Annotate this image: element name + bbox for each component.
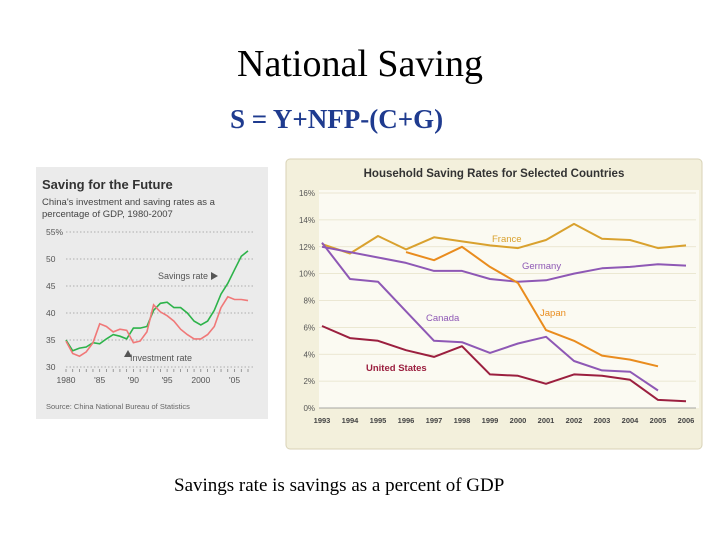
slide-title: National Saving xyxy=(237,43,483,85)
slide-caption: Savings rate is savings as a percent of … xyxy=(174,475,505,496)
chart2-x-tick: 2004 xyxy=(622,416,640,425)
chart1-y-tick: 35 xyxy=(46,335,56,345)
chart1-x-tick: 2000 xyxy=(191,375,210,385)
label-germany: Germany xyxy=(522,261,561,272)
chart2-x-tick: 2001 xyxy=(538,416,555,425)
chart1-y-tick: 30 xyxy=(46,362,56,372)
chart2-y-tick: 10% xyxy=(299,270,315,279)
label-japan: Japan xyxy=(540,308,566,319)
chart2-series-france xyxy=(321,222,687,255)
chart1-title: Saving for the Future xyxy=(42,177,173,192)
chart1-investment-annotation: Investment rate xyxy=(130,353,192,363)
chart2-series-germany xyxy=(321,245,687,283)
chart2-plot-area xyxy=(319,190,699,408)
chart1-series-investment-rate xyxy=(65,295,249,358)
chart1-subtitle-line1: China's investment and saving rates as a xyxy=(42,197,216,208)
chart2-y-tick: 8% xyxy=(303,297,315,306)
chart2-x-tick: 1994 xyxy=(342,416,360,425)
chart2-y-tick: 6% xyxy=(303,323,315,332)
chart1-series-savings-rate xyxy=(65,250,249,352)
chart1-y-tick: 55% xyxy=(46,227,63,237)
chart2-x-tick: 2006 xyxy=(678,416,695,425)
chart2-x-tick: 1993 xyxy=(314,416,331,425)
chart2-x-tick: 1996 xyxy=(398,416,415,425)
chart1-y-tick: 45 xyxy=(46,281,56,291)
label-united-states: United States xyxy=(366,363,427,374)
china-saving-chart: Saving for the Future China's investment… xyxy=(36,167,268,419)
chart2-title: Household Saving Rates for Selected Coun… xyxy=(364,168,625,180)
chart2-y-tick: 2% xyxy=(303,377,315,386)
chart1-source: Source: China National Bureau of Statist… xyxy=(46,402,190,411)
chart1-background xyxy=(36,167,268,419)
chart1-x-tick: '95 xyxy=(162,375,173,385)
investment-arrow-icon xyxy=(124,350,132,357)
savings-arrow-icon xyxy=(211,272,218,280)
household-saving-chart: Household Saving Rates for Selected Coun… xyxy=(285,158,703,450)
chart2-series-united-states xyxy=(321,325,687,403)
chart2-y-tick: 12% xyxy=(299,243,315,252)
chart2-x-tick: 2003 xyxy=(594,416,611,425)
label-france: France xyxy=(492,234,522,245)
chart2-x-tick: 2005 xyxy=(650,416,667,425)
chart1-y-tick: 40 xyxy=(46,308,56,318)
chart2-x-tick: 1999 xyxy=(482,416,499,425)
chart2-y-tick: 14% xyxy=(299,216,315,225)
chart1-x-tick: 1980 xyxy=(57,375,76,385)
chart2-x-tick: 1998 xyxy=(454,416,471,425)
chart2-y-tick: 4% xyxy=(303,350,315,359)
chart1-x-tick: '90 xyxy=(128,375,139,385)
chart1-y-tick: 50 xyxy=(46,254,56,264)
chart2-x-tick: 1997 xyxy=(426,416,443,425)
label-canada: Canada xyxy=(426,313,460,324)
chart1-x-tick: '05 xyxy=(229,375,240,385)
chart2-series-canada xyxy=(321,242,659,392)
chart2-x-tick: 2002 xyxy=(566,416,583,425)
chart1-x-tick: '85 xyxy=(94,375,105,385)
chart2-x-tick: 2000 xyxy=(510,416,527,425)
chart1-subtitle-line2: percentage of GDP, 1980-2007 xyxy=(42,209,173,220)
chart2-x-tick: 1995 xyxy=(370,416,387,425)
chart1-savings-annotation: Savings rate xyxy=(158,271,208,281)
chart2-y-tick: 0% xyxy=(303,404,315,413)
savings-equation: S = Y+NFP-(C+G) xyxy=(230,104,444,134)
chart2-y-tick: 16% xyxy=(299,189,315,198)
chart2-series-japan xyxy=(405,245,659,368)
